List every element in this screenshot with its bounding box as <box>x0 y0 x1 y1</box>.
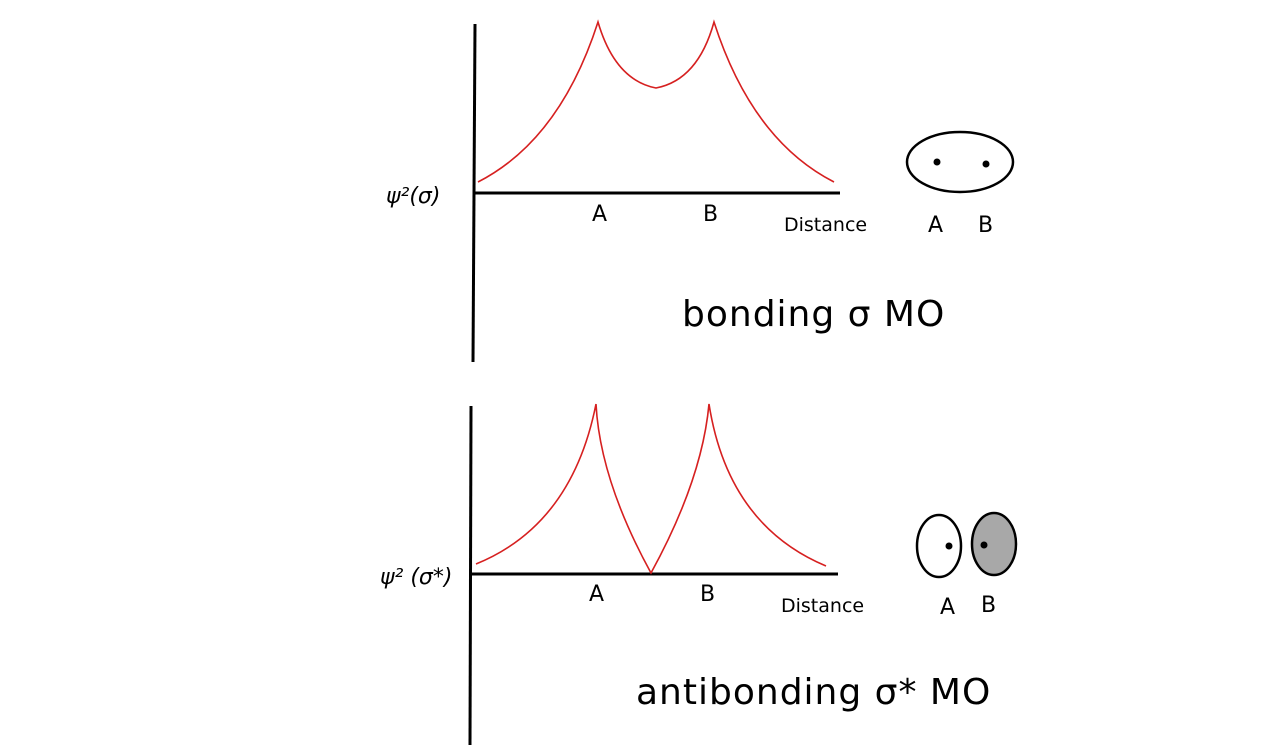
antibonding-distance-label: Distance <box>781 595 864 617</box>
antibonding-orbital-label-b: B <box>981 593 996 618</box>
bonding-nucleus-b <box>982 160 990 168</box>
bonding-curve <box>477 19 835 183</box>
bonding-orbital-label-b: B <box>978 213 993 238</box>
antibonding-y-label: ψ² (σ*) <box>380 565 452 590</box>
antibonding-title: antibonding σ* MO <box>636 672 991 713</box>
antibonding-lobe-b <box>970 511 1018 577</box>
bonding-x-label-a: A <box>592 202 607 227</box>
antibonding-nucleus-b <box>980 541 988 549</box>
bonding-distance-label: Distance <box>784 214 867 236</box>
bonding-orbital-label-a: A <box>928 213 943 238</box>
bonding-orbital-ellipse <box>905 130 1015 194</box>
antibonding-lobe-a <box>915 513 963 579</box>
bonding-y-label: ψ²(σ) <box>386 184 440 209</box>
antibonding-curve <box>475 403 827 575</box>
bonding-nucleus-a <box>933 158 941 166</box>
antibonding-x-label-b: B <box>700 582 715 607</box>
bonding-panel: ψ²(σ) A B Distance A B bonding σ MO <box>386 19 1015 363</box>
bonding-title: bonding σ MO <box>682 294 945 335</box>
bonding-x-label-b: B <box>703 202 718 227</box>
antibonding-x-label-a: A <box>589 582 604 607</box>
antibonding-nucleus-a <box>945 542 953 550</box>
antibonding-orbital-label-a: A <box>940 595 955 620</box>
antibonding-panel: ψ² (σ*) A B Distance A B antibonding σ* … <box>380 403 1018 746</box>
